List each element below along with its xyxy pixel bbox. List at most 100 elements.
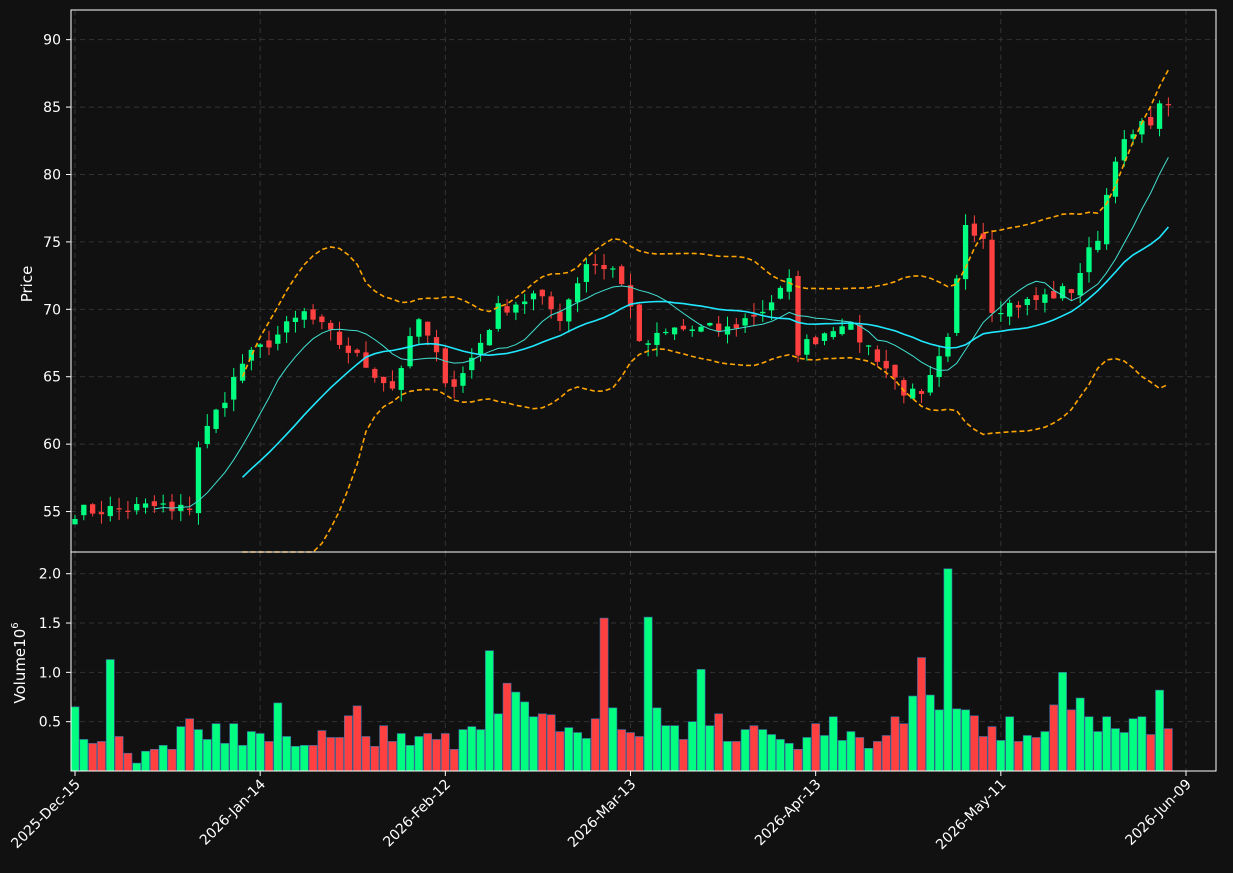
volume-bar [405, 745, 415, 772]
volume-bar [828, 716, 838, 772]
candle-body [416, 319, 422, 337]
candle-body [504, 306, 510, 313]
volume-bar [158, 745, 168, 772]
candle-body [989, 239, 995, 313]
candle-body [1015, 305, 1022, 308]
volume-bar [687, 721, 697, 772]
candle-body [257, 344, 263, 347]
volume-y-tick-label: 1.0 [39, 665, 61, 681]
indicator-lines [154, 69, 1170, 553]
candle-body [901, 380, 907, 396]
candle-body [583, 264, 590, 282]
volume-bar [1164, 728, 1173, 772]
volume-bar [731, 741, 741, 772]
candle-body [539, 289, 545, 297]
candle-body [760, 311, 766, 314]
candle-body [1086, 247, 1092, 273]
candle-body [980, 233, 986, 239]
candle-body [513, 304, 519, 313]
candle-body [733, 324, 739, 329]
candle-body [160, 503, 166, 505]
volume-bar [590, 718, 600, 772]
candle-body [945, 336, 951, 357]
candle-body [1156, 103, 1163, 129]
candle-body [813, 337, 819, 345]
candle-body [636, 304, 642, 342]
candle-body [495, 303, 501, 329]
candle-body [151, 501, 158, 507]
volume-bar [943, 568, 953, 772]
price-axis-label: Price [18, 266, 36, 303]
volume-bar [961, 709, 970, 772]
candle-body [698, 326, 704, 332]
candle-body [627, 285, 634, 307]
volume-bar [925, 694, 935, 772]
volume-bar [670, 725, 679, 772]
volume-bar [150, 748, 159, 772]
candle-body [522, 301, 528, 305]
volume-bar [908, 695, 918, 772]
candle-body [169, 501, 175, 511]
candle-body [592, 263, 598, 266]
candle-body [1148, 117, 1154, 126]
volume-bar [802, 737, 812, 772]
volume-bar [890, 716, 900, 772]
candle-body [1112, 161, 1119, 197]
volume-bar [194, 729, 203, 772]
candlesticks [72, 97, 1172, 525]
candle-body [425, 321, 431, 336]
candle-body [1095, 240, 1101, 250]
volume-bar [970, 715, 979, 772]
candle-body [477, 342, 484, 355]
candle-body [892, 364, 898, 378]
panel-frames [70, 9, 1217, 772]
volume-bar [582, 738, 591, 772]
volume-bar [846, 731, 856, 772]
bollinger-upper-band [241, 69, 1170, 378]
candle-body [998, 312, 1004, 315]
volume-bar [696, 669, 706, 772]
candle-body [663, 331, 669, 334]
candle-body [971, 223, 978, 236]
volume-bar [899, 723, 909, 772]
candle-body [910, 388, 916, 399]
volume-bar [432, 739, 441, 772]
volume-bar [1022, 735, 1032, 772]
volume-bar [467, 726, 477, 772]
volume-bar [1005, 716, 1015, 772]
volume-y-tick-label: 1.5 [39, 616, 61, 632]
candle-body [574, 283, 581, 303]
volume-bar [1031, 737, 1041, 772]
candle-body [319, 316, 325, 323]
candle-body [460, 373, 466, 386]
candle-body [283, 321, 290, 333]
volume-bar [996, 740, 1006, 772]
volume-bar [299, 745, 309, 772]
moving-average-fast-line [154, 157, 1169, 510]
volume-bar [1093, 731, 1103, 772]
volume-bar [917, 657, 926, 772]
volume-bar [1128, 718, 1138, 772]
volume-y-axis: 0.5 1.0 1.5 2.0 [39, 567, 71, 731]
candle-body [407, 336, 413, 367]
volume-bar [793, 748, 803, 772]
volume-bar [758, 729, 768, 772]
price-y-tick-label: 60 [43, 437, 61, 453]
candle-body [671, 327, 678, 335]
candle-body [751, 314, 757, 317]
volume-bar [978, 736, 988, 772]
candle-body [1068, 289, 1075, 294]
candle-body [292, 317, 299, 322]
volume-bar [105, 659, 115, 772]
candle-body [830, 331, 836, 338]
volume-bar [767, 734, 776, 772]
volume-bar [493, 713, 503, 772]
candle-body [231, 376, 237, 400]
volume-bar [176, 726, 186, 772]
candle-body [204, 425, 210, 444]
volume-bar [573, 732, 582, 772]
volume-bar [132, 762, 142, 772]
volume-bar [705, 725, 715, 772]
candle-body [936, 356, 942, 378]
candle-body [645, 343, 651, 345]
